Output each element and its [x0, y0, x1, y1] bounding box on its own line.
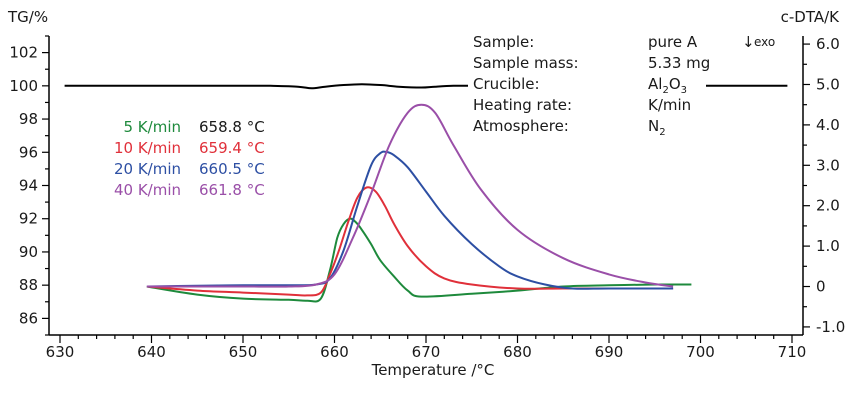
right-tick-label: 4.0: [816, 116, 840, 134]
left-tick-label: 100: [9, 77, 38, 95]
x-tick-label: 680: [503, 343, 532, 361]
tg-curve-left: [64, 83, 472, 90]
info-box-background: [468, 30, 706, 148]
info-value-mass: 5.33 mg: [648, 54, 710, 72]
info-label-crucible: Crucible:: [473, 75, 540, 93]
exo-arrow-icon: ↓: [742, 33, 755, 51]
x-tick-label: 690: [595, 343, 624, 361]
right-tick-label: 6.0: [816, 35, 840, 53]
x-tick-label: 660: [320, 343, 349, 361]
exo-label: exo: [754, 35, 775, 49]
x-tick-label: 670: [412, 343, 441, 361]
left-tick-label: 92: [19, 210, 38, 228]
info-value-rate: K/min: [648, 96, 691, 114]
left-tick-label: 90: [19, 243, 38, 261]
x-tick-label: 640: [137, 343, 166, 361]
right-tick-label: 5.0: [816, 75, 840, 93]
legend-rate-label: 10 K/min: [114, 139, 181, 157]
legend-rate-label: 40 K/min: [114, 181, 181, 199]
info-label-mass: Sample mass:: [473, 54, 579, 72]
right-tick-label: 0: [816, 278, 826, 296]
legend-rate-label: 20 K/min: [114, 160, 181, 178]
info-label-sample: Sample:: [473, 33, 534, 51]
info-label-atmosphere: Atmosphere:: [473, 117, 569, 135]
dta-curve-10kmin: [146, 186, 674, 297]
dta-curve-40kmin: [146, 103, 674, 288]
right-tick-label: -1.0: [816, 318, 845, 336]
x-axis-ticks: 630 640 650 660 670 680 690 700 710: [46, 335, 807, 361]
left-tick-label: 98: [19, 110, 38, 128]
dta-series: [146, 103, 692, 303]
x-tick-label: 650: [229, 343, 258, 361]
legend-peak-label: 658.8 °C: [199, 118, 265, 136]
left-tick-label: 94: [19, 177, 38, 195]
left-axis-ticks: 86 88 90 92 94 96 98 100 102: [9, 35, 49, 336]
right-tick-label: 3.0: [816, 156, 840, 174]
x-tick-label: 700: [686, 343, 715, 361]
left-tick-label: 102: [9, 44, 38, 62]
legend: 5 K/min 658.8 °C 10 K/min 659.4 °C 20 K/min 6…: [114, 118, 265, 199]
legend-peak-label: 661.8 °C: [199, 181, 265, 199]
x-axis-title: Temperature /°C: [371, 361, 495, 379]
right-tick-label: 2.0: [816, 197, 840, 215]
left-tick-label: 96: [19, 143, 38, 161]
right-axis-title: c-DTA/K: [781, 8, 841, 26]
legend-peak-label: 659.4 °C: [199, 139, 265, 157]
x-tick-label: 630: [46, 343, 75, 361]
info-value-crucible: Al2O3: [648, 75, 687, 96]
left-tick-label: 88: [19, 276, 38, 294]
info-label-rate: Heating rate:: [473, 96, 572, 114]
legend-rate-label: 5 K/min: [124, 118, 182, 136]
info-value-sample: pure A: [648, 33, 698, 51]
legend-peak-label: 660.5 °C: [199, 160, 265, 178]
info-value-atmosphere: N2: [648, 117, 666, 138]
left-axis-title: TG/%: [7, 8, 48, 26]
right-axis-ticks: -1.0 0 1.0 2.0 3.0 4.0 5.0 6.0: [803, 35, 845, 336]
right-tick-label: 1.0: [816, 237, 840, 255]
x-tick-label: 710: [778, 343, 807, 361]
left-tick-label: 86: [19, 309, 38, 327]
